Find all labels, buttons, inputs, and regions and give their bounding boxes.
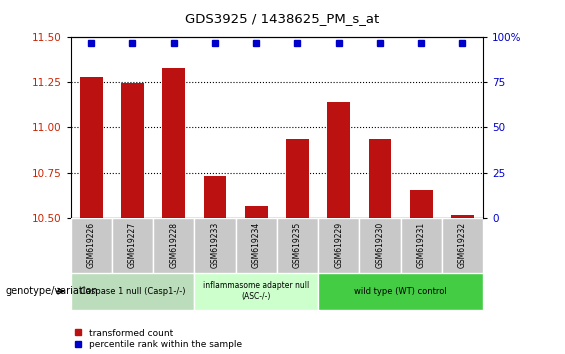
Text: GSM619233: GSM619233	[211, 222, 219, 268]
Text: wild type (WT) control: wild type (WT) control	[354, 287, 447, 296]
Bar	[71, 218, 112, 273]
Bar	[153, 218, 194, 273]
Bar	[442, 218, 483, 273]
Bar	[236, 218, 277, 273]
Text: GSM619228: GSM619228	[170, 222, 178, 268]
Bar	[162, 68, 185, 218]
Text: inflammasome adapter null
(ASC-/-): inflammasome adapter null (ASC-/-)	[203, 281, 310, 301]
Bar	[410, 190, 433, 218]
Bar	[451, 215, 474, 218]
Text: GSM619234: GSM619234	[252, 222, 260, 268]
Text: GSM619230: GSM619230	[376, 222, 384, 268]
Text: genotype/variation: genotype/variation	[6, 286, 98, 296]
Bar	[194, 218, 236, 273]
Bar	[245, 206, 268, 218]
Bar	[368, 139, 392, 218]
Bar	[277, 218, 318, 273]
Legend: transformed count, percentile rank within the sample: transformed count, percentile rank withi…	[75, 329, 242, 349]
Bar	[359, 218, 401, 273]
Bar	[318, 218, 359, 273]
Bar	[318, 273, 483, 310]
Text: GSM619232: GSM619232	[458, 222, 467, 268]
Text: GDS3925 / 1438625_PM_s_at: GDS3925 / 1438625_PM_s_at	[185, 12, 380, 25]
Bar	[401, 218, 442, 273]
Text: Caspase 1 null (Casp1-/-): Caspase 1 null (Casp1-/-)	[80, 287, 185, 296]
Bar	[112, 218, 153, 273]
Text: GSM619231: GSM619231	[417, 222, 425, 268]
Bar	[71, 273, 194, 310]
Text: GSM619226: GSM619226	[87, 222, 95, 268]
Text: GSM619229: GSM619229	[334, 222, 343, 268]
Bar	[121, 83, 144, 218]
Bar	[203, 176, 227, 218]
Bar	[80, 77, 103, 218]
Bar	[327, 102, 350, 218]
Bar	[286, 139, 309, 218]
Text: GSM619235: GSM619235	[293, 222, 302, 268]
Bar	[194, 273, 318, 310]
Text: GSM619227: GSM619227	[128, 222, 137, 268]
